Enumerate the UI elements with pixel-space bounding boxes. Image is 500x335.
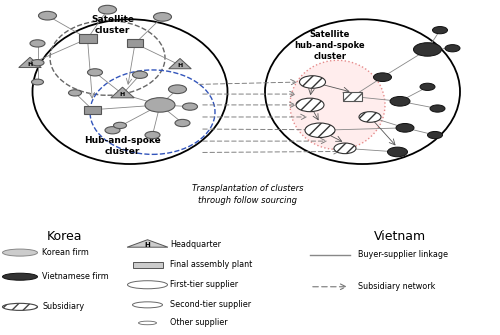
Polygon shape [111, 87, 134, 98]
Circle shape [428, 131, 442, 139]
Circle shape [296, 98, 324, 112]
Text: Satellite
cluster: Satellite cluster [91, 15, 134, 36]
Circle shape [359, 112, 381, 122]
Circle shape [2, 273, 37, 280]
Circle shape [132, 302, 162, 308]
Text: Other supplier: Other supplier [170, 319, 228, 327]
Text: Hub-and-spoke
cluster: Hub-and-spoke cluster [84, 136, 161, 156]
Circle shape [132, 71, 148, 78]
Circle shape [390, 96, 410, 106]
Text: Headquarter: Headquarter [170, 240, 221, 249]
Circle shape [432, 26, 448, 34]
Circle shape [154, 12, 172, 21]
Circle shape [2, 304, 37, 310]
Circle shape [30, 40, 45, 47]
Circle shape [128, 281, 168, 289]
Bar [132, 262, 162, 268]
Circle shape [414, 43, 442, 56]
Text: H: H [178, 63, 182, 68]
Circle shape [305, 123, 335, 137]
Circle shape [430, 105, 445, 112]
Text: First-tier supplier: First-tier supplier [170, 280, 238, 289]
Circle shape [396, 124, 414, 132]
Circle shape [145, 131, 160, 139]
Circle shape [168, 85, 186, 93]
Bar [78, 34, 96, 43]
Bar [127, 40, 144, 47]
Circle shape [300, 76, 326, 88]
Circle shape [32, 79, 44, 85]
Circle shape [38, 11, 56, 20]
Circle shape [388, 147, 407, 157]
Text: Second-tier supplier: Second-tier supplier [170, 300, 251, 309]
Circle shape [2, 249, 37, 256]
Circle shape [175, 119, 190, 127]
Circle shape [138, 321, 156, 325]
Polygon shape [127, 240, 168, 247]
Circle shape [31, 60, 44, 66]
Text: H: H [28, 62, 32, 67]
Text: Transplantation of clusters
through follow sourcing: Transplantation of clusters through foll… [192, 184, 303, 205]
Circle shape [334, 143, 356, 154]
Text: Satellite
hub-and-spoke
cluster: Satellite hub-and-spoke cluster [294, 30, 366, 61]
Circle shape [88, 69, 102, 76]
Circle shape [105, 127, 120, 134]
Text: Subsidiary: Subsidiary [42, 303, 84, 311]
Polygon shape [168, 59, 191, 69]
Circle shape [445, 45, 460, 52]
Text: Final assembly plant: Final assembly plant [170, 260, 252, 269]
Circle shape [68, 90, 82, 96]
Circle shape [374, 73, 392, 81]
Bar [343, 92, 362, 101]
Text: Vietnam: Vietnam [374, 230, 426, 243]
Text: Korea: Korea [47, 230, 83, 243]
Circle shape [182, 103, 198, 110]
Text: Subsidiary network: Subsidiary network [358, 282, 435, 291]
Polygon shape [18, 57, 41, 68]
Text: H: H [144, 242, 150, 248]
Circle shape [98, 5, 116, 14]
Bar [84, 106, 101, 114]
Text: H: H [120, 92, 125, 97]
Text: Vietnamese firm: Vietnamese firm [42, 272, 109, 281]
Circle shape [145, 98, 175, 112]
Circle shape [420, 83, 435, 90]
Text: Korean firm: Korean firm [42, 248, 90, 257]
Text: Buyer-supplier linkage: Buyer-supplier linkage [358, 250, 448, 259]
Ellipse shape [290, 60, 385, 149]
Circle shape [114, 122, 126, 129]
